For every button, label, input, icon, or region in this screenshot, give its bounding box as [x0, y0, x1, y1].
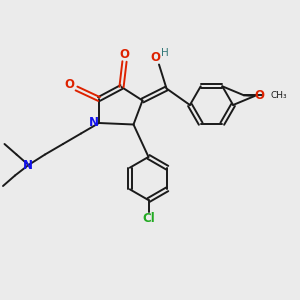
Text: O: O	[119, 48, 130, 61]
Text: CH₃: CH₃	[270, 91, 287, 100]
Text: N: N	[23, 159, 33, 172]
Text: Cl: Cl	[142, 212, 155, 225]
Text: O: O	[255, 89, 265, 102]
Text: O: O	[64, 78, 74, 91]
Text: N: N	[88, 116, 99, 130]
Text: O: O	[150, 51, 161, 64]
Text: H: H	[160, 48, 168, 59]
